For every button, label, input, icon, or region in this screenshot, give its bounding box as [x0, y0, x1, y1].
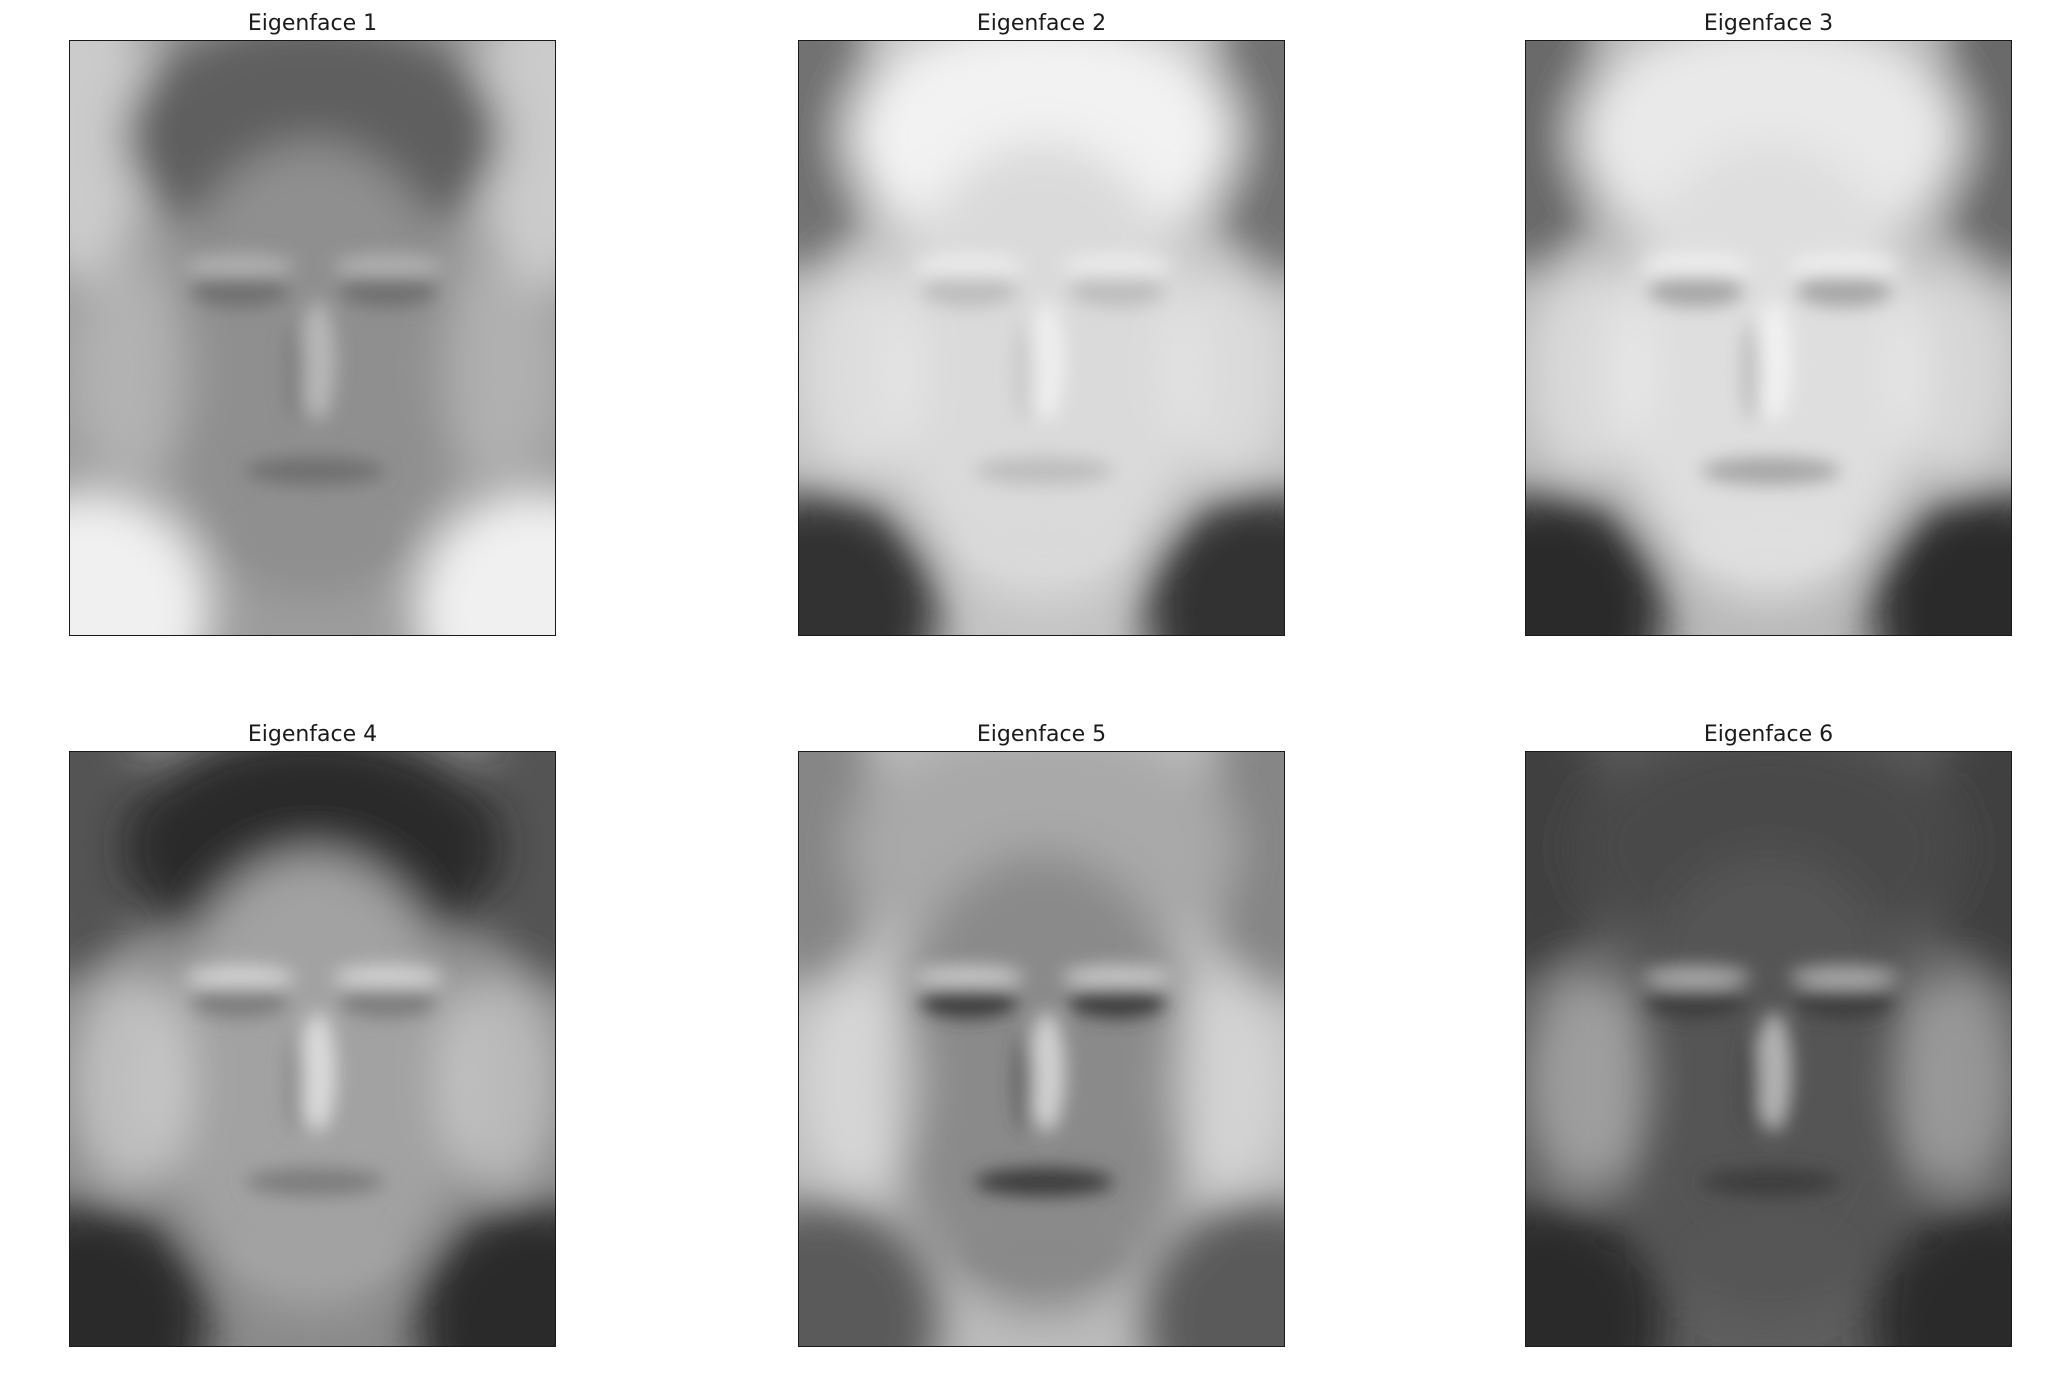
eigenface-image: [69, 40, 556, 636]
eigenface-image: [1525, 751, 2012, 1347]
panel-title: Eigenface 3: [1703, 11, 1834, 36]
panel-eigenface-6: Eigenface 6: [1525, 719, 2012, 1347]
panel-eigenface-2: Eigenface 2: [798, 8, 1285, 636]
panel-eigenface-5: Eigenface 5: [798, 719, 1285, 1347]
panel-title: Eigenface 2: [976, 11, 1107, 36]
eigenface-image: [69, 751, 556, 1347]
panel-title: Eigenface 6: [1703, 722, 1834, 747]
panel-title: Eigenface 4: [247, 722, 378, 747]
eigenface-image: [798, 40, 1285, 636]
eigenface-image: [1525, 40, 2012, 636]
panel-eigenface-4: Eigenface 4: [69, 719, 556, 1347]
panel-eigenface-1: Eigenface 1: [69, 8, 556, 636]
panel-eigenface-3: Eigenface 3: [1525, 8, 2012, 636]
panel-title: Eigenface 5: [976, 722, 1107, 747]
eigenface-image: [798, 751, 1285, 1347]
panel-title: Eigenface 1: [247, 11, 378, 36]
